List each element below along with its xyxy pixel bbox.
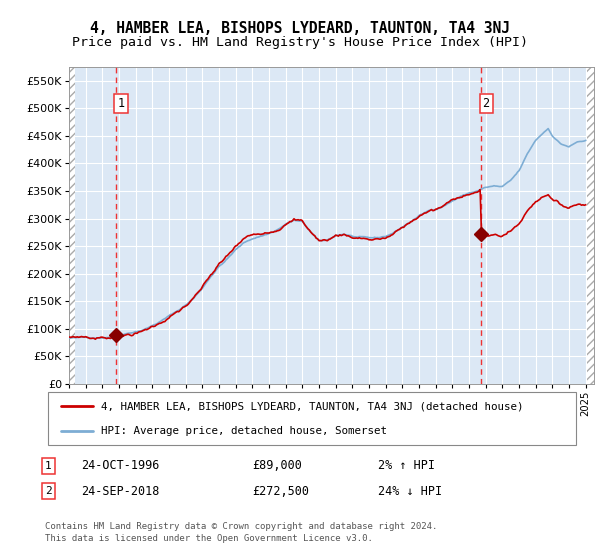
Text: HPI: Average price, detached house, Somerset: HPI: Average price, detached house, Some…	[101, 426, 387, 436]
Text: 2: 2	[482, 97, 490, 110]
Bar	[587, 67, 595, 384]
Bar	[69, 67, 76, 384]
Text: 4, HAMBER LEA, BISHOPS LYDEARD, TAUNTON, TA4 3NJ: 4, HAMBER LEA, BISHOPS LYDEARD, TAUNTON,…	[90, 21, 510, 36]
Text: 24% ↓ HPI: 24% ↓ HPI	[378, 484, 442, 498]
Text: 2% ↑ HPI: 2% ↑ HPI	[378, 459, 435, 473]
Text: Price paid vs. HM Land Registry's House Price Index (HPI): Price paid vs. HM Land Registry's House …	[72, 36, 528, 49]
Text: 1: 1	[45, 461, 52, 471]
Text: £89,000: £89,000	[252, 459, 302, 473]
Text: 24-SEP-2018: 24-SEP-2018	[81, 484, 160, 498]
Text: 1: 1	[118, 97, 125, 110]
Text: 2: 2	[45, 486, 52, 496]
Text: 24-OCT-1996: 24-OCT-1996	[81, 459, 160, 473]
Text: 4, HAMBER LEA, BISHOPS LYDEARD, TAUNTON, TA4 3NJ (detached house): 4, HAMBER LEA, BISHOPS LYDEARD, TAUNTON,…	[101, 402, 523, 412]
Text: Contains HM Land Registry data © Crown copyright and database right 2024.
This d: Contains HM Land Registry data © Crown c…	[45, 522, 437, 543]
FancyBboxPatch shape	[48, 392, 576, 445]
Text: £272,500: £272,500	[252, 484, 309, 498]
